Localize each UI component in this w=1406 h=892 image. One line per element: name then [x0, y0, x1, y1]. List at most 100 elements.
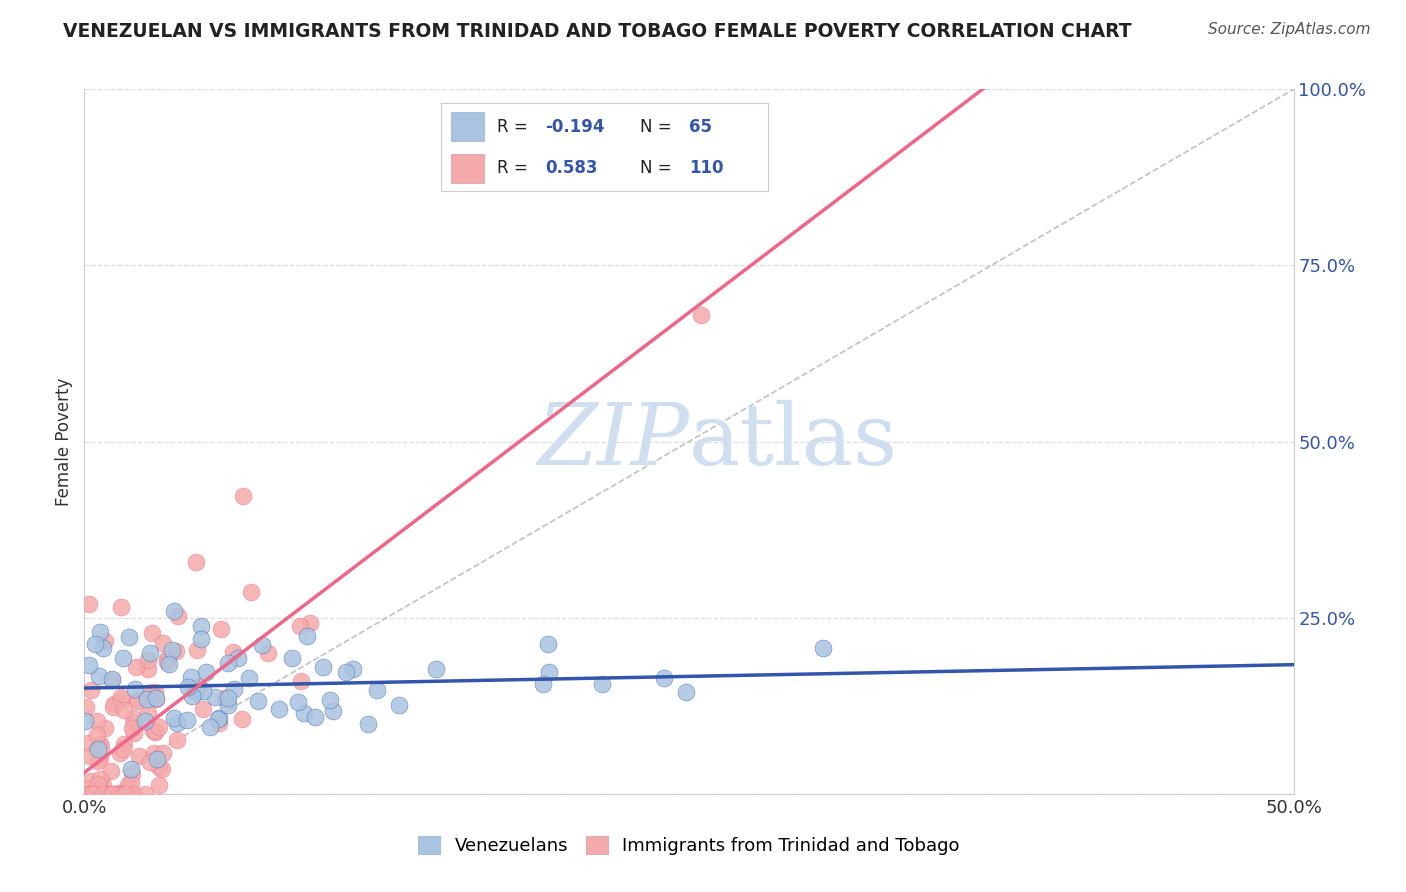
Point [257, 646, 280, 660]
Legend: Venezuelans, Immigrants from Trinidad and Tobago: Venezuelans, Immigrants from Trinidad an… [411, 829, 967, 863]
Point [217, 656, 239, 670]
Point [292, 706, 315, 720]
Point [193, 702, 215, 716]
Point [75, 787, 97, 801]
Point [112, 703, 135, 717]
Point [93, 787, 115, 801]
Point [87, 779, 110, 793]
Point [148, 778, 170, 792]
Point [298, 616, 321, 631]
Point [176, 713, 198, 727]
Point [94, 633, 117, 648]
Point [231, 712, 253, 726]
Point [247, 693, 270, 707]
Point [73, 714, 96, 728]
Point [138, 706, 160, 720]
Point [110, 690, 132, 704]
Point [86, 754, 108, 768]
Point [117, 787, 139, 801]
Point [312, 660, 335, 674]
Point [77, 657, 100, 672]
Point [356, 717, 378, 731]
Point [91, 641, 114, 656]
Point [591, 677, 613, 691]
Point [108, 786, 131, 800]
Point [145, 723, 167, 738]
Point [76, 736, 98, 750]
Point [111, 787, 134, 801]
Point [288, 619, 311, 633]
Point [188, 679, 211, 693]
Point [148, 720, 170, 734]
Point [152, 746, 174, 760]
Point [184, 684, 207, 698]
Text: atlas: atlas [689, 400, 898, 483]
Point [134, 787, 156, 801]
Point [75, 699, 97, 714]
Point [79, 749, 101, 764]
Text: Source: ZipAtlas.com: Source: ZipAtlas.com [1208, 22, 1371, 37]
Point [531, 677, 554, 691]
Point [122, 787, 145, 801]
Point [87, 777, 110, 791]
Point [156, 655, 179, 669]
Point [141, 625, 163, 640]
Point [79, 774, 101, 789]
Point [207, 712, 229, 726]
Point [100, 673, 122, 687]
Point [217, 691, 239, 706]
Point [239, 585, 262, 599]
Point [538, 665, 561, 680]
Point [101, 787, 124, 801]
Point [675, 685, 697, 699]
Point [117, 778, 139, 792]
Point [366, 682, 388, 697]
Point [143, 725, 166, 739]
Point [94, 787, 117, 801]
Point [304, 710, 326, 724]
Point [232, 489, 254, 503]
Point [77, 781, 100, 796]
Point [136, 662, 159, 676]
Point [150, 762, 173, 776]
Point [104, 787, 127, 801]
Point [87, 787, 110, 801]
Point [166, 732, 188, 747]
Point [184, 555, 207, 569]
Point [138, 756, 160, 770]
Point [82, 787, 104, 801]
Point [186, 643, 208, 657]
Point [162, 642, 184, 657]
Point [127, 692, 149, 706]
Point [141, 723, 163, 737]
Point [84, 637, 107, 651]
Point [127, 694, 149, 708]
Point [204, 690, 226, 704]
Point [136, 653, 159, 667]
Point [145, 690, 167, 705]
Point [82, 787, 104, 801]
Point [198, 720, 221, 734]
Point [163, 604, 186, 618]
Point [217, 698, 239, 713]
Point [87, 787, 110, 801]
Point [98, 787, 121, 801]
Point [80, 682, 103, 697]
Point [108, 787, 131, 801]
Point [811, 641, 834, 656]
Point [226, 651, 249, 665]
Point [93, 721, 115, 735]
Point [388, 698, 411, 712]
Point [97, 787, 120, 801]
Point [105, 787, 128, 801]
Point [145, 685, 167, 699]
Point [100, 764, 122, 778]
Point [86, 742, 108, 756]
Point [209, 622, 232, 636]
Point [139, 685, 162, 699]
Point [89, 751, 111, 765]
Point [654, 671, 676, 685]
Point [93, 787, 115, 801]
Point [91, 787, 114, 801]
Point [238, 672, 260, 686]
